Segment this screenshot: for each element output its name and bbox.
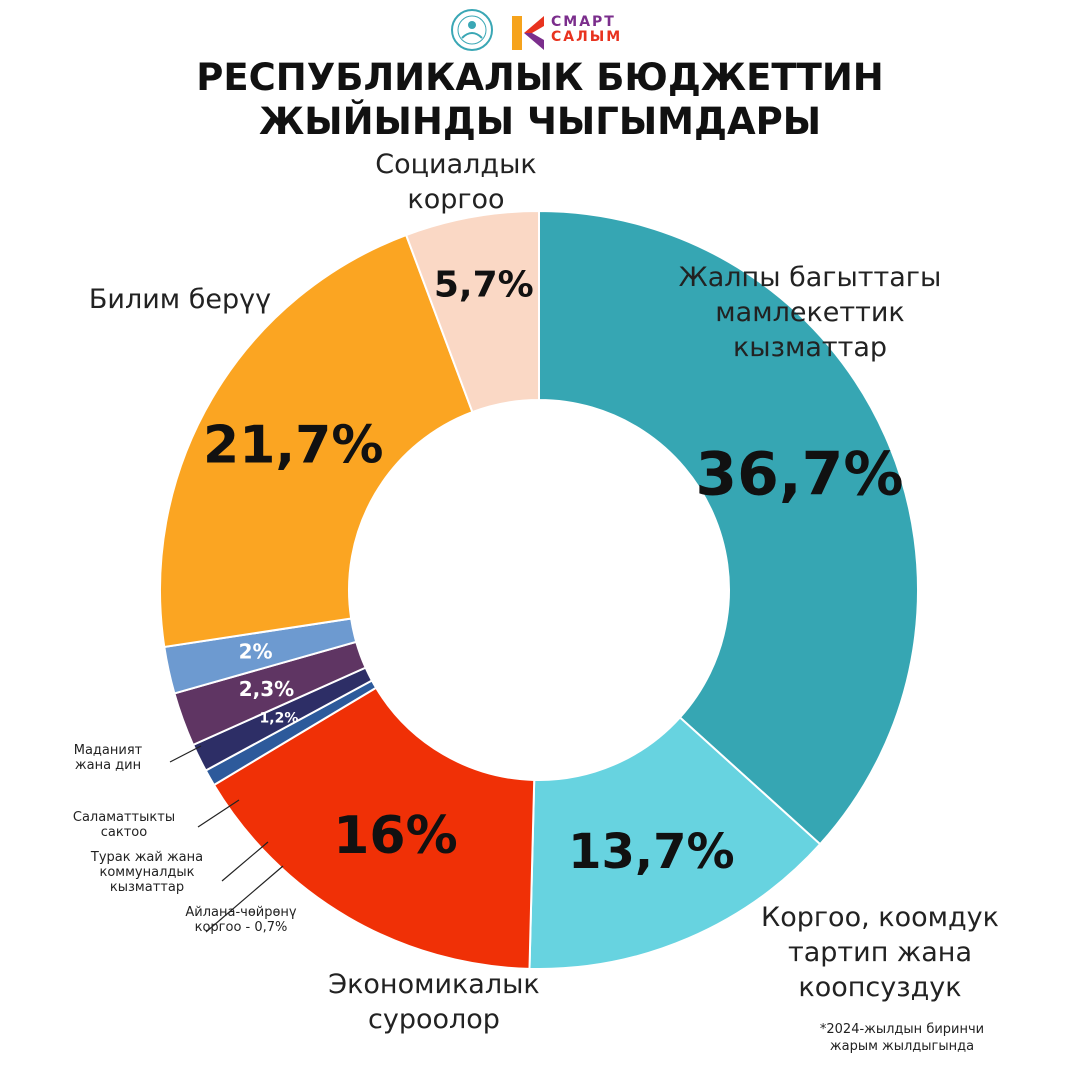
category-label-line: коопсуздук (798, 972, 962, 1003)
leader-line (169, 745, 202, 763)
leader-line (221, 841, 269, 882)
value-labels: 36,7% 13,7% 16% 1,2% 2,3% 2% 21,7% 5,7% (203, 264, 904, 879)
value-label: 1,2% (260, 710, 299, 726)
slice-социалдык-коргоо (404, 209, 540, 414)
footnote-line-1: *2024-жылдын биринчи (819, 1022, 985, 1037)
title-line-2: ЖЫЙЫНДЫ ЧЫГЫМДАРЫ (258, 100, 822, 143)
category-label-line: Турак жай жана (90, 850, 204, 865)
category-label-line: Социалдык (375, 149, 537, 180)
logo-text: СМАРТ САЛЫМ (551, 15, 641, 45)
leader-line (197, 799, 240, 828)
logo-line-1: СМАРТ (551, 14, 616, 30)
category-label-line: коммуналдык (99, 865, 195, 880)
category-label-line: Жалпы багыттагы (678, 262, 942, 293)
category-label-line: коргоо - 0,7% (194, 920, 288, 935)
category-label: Турак жай жана коммуналдык кызматтар (67, 850, 227, 895)
category-label: Айлана-чөйрөнү коргоо - 0,7% (151, 905, 331, 935)
category-label: Жалпы багыттагы мамлекеттик кызматтар (650, 260, 970, 365)
slice-билим-берүү (159, 233, 474, 649)
category-label-line: Саламаттыкты (72, 810, 176, 825)
page-title: РЕСПУБЛИКАЛЫК БЮДЖЕТТИН ЖЫЙЫНДЫ ЧЫГЫМДАР… (0, 56, 1080, 144)
category-label-line: Айлана-чөйрөнү (185, 905, 297, 920)
value-label: 21,7% (203, 416, 383, 476)
leader-lines (169, 745, 284, 933)
category-label: Саламаттыкты сактоо (44, 810, 204, 840)
slice-жалпы-багыттагы-мамлекеттик-кызматтар (538, 209, 919, 846)
category-label: Маданият жана дин (38, 743, 178, 773)
logo-bar: СМАРТ САЛЫМ (0, 8, 1080, 52)
value-label: 36,7% (695, 439, 903, 509)
category-label-line: мамлекеттик (715, 297, 905, 328)
category-label-line: кызматтар (109, 880, 185, 895)
category-label-line: Билим берүү (88, 284, 272, 315)
category-label: Экономикалык суроолор (284, 967, 584, 1037)
slice-коргоо-коомдук-тартип-жана-коопсуздук (528, 716, 822, 970)
category-label-line: Коргоо, коомдук (761, 902, 999, 933)
leader-line (205, 865, 284, 933)
footnote-line-2: жарым жылдыгында (829, 1039, 975, 1054)
category-label-line: коргоо (407, 184, 505, 215)
category-label-line: тартип жана (788, 937, 972, 968)
category-label-line: Экономикалык (328, 969, 540, 1000)
value-label: 16% (333, 806, 457, 866)
k-logo-icon (512, 16, 544, 50)
category-label: Билим берүү (70, 282, 290, 317)
category-label: Коргоо, коомдук тартип жана коопсуздук (730, 900, 1030, 1005)
value-label: 5,7% (434, 264, 534, 305)
value-label: 13,7% (568, 824, 735, 880)
logo-line-2: САЛЫМ (551, 29, 623, 45)
slices-group (159, 209, 919, 970)
emblem-icon (451, 9, 493, 51)
value-label: 2% (239, 639, 273, 663)
category-label-line: Маданият (73, 743, 143, 758)
value-label: 2,3% (239, 677, 294, 701)
slice-экономикалык-суроолор (212, 686, 536, 970)
footnote: *2024-жылдын биринчи жарым жылдыгында (772, 1021, 1032, 1055)
category-label: Социалдык коргоо (326, 147, 586, 217)
category-label-line: сактоо (100, 825, 148, 840)
title-line-1: РЕСПУБЛИКАЛЫК БЮДЖЕТТИН (196, 56, 884, 99)
category-label-line: суроолор (368, 1004, 500, 1035)
category-label-line: кызматтар (732, 332, 888, 363)
category-label-line: жана дин (74, 758, 142, 773)
